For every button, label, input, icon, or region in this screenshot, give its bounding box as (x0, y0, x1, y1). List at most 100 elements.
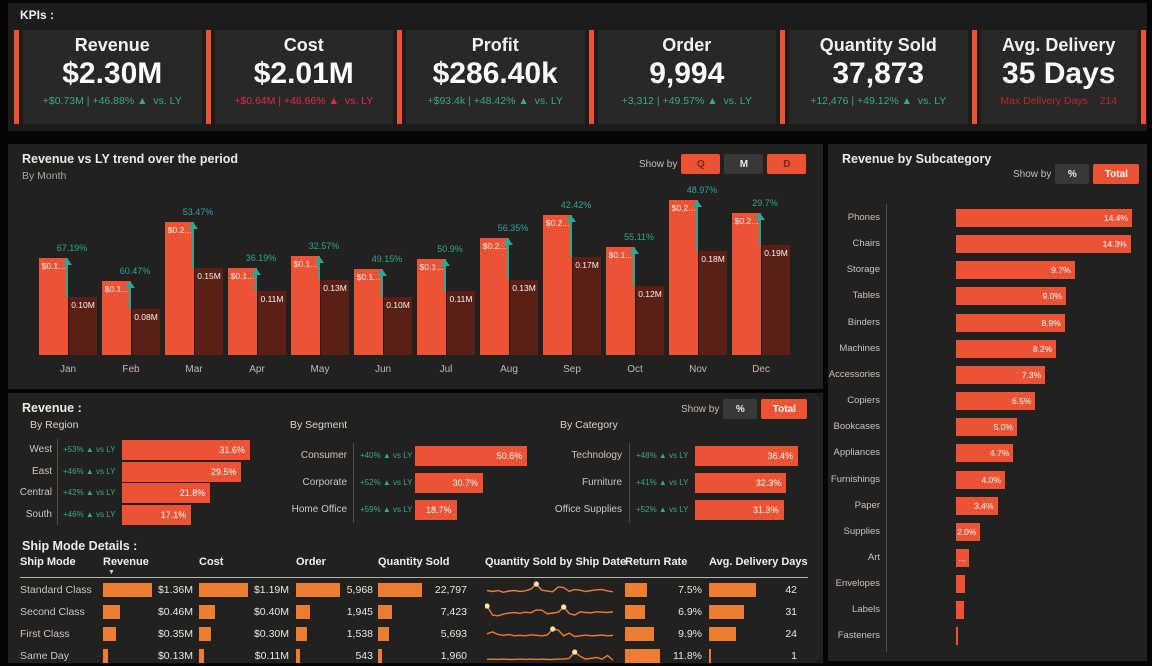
table-header-return-rate[interactable]: Return Rate (625, 556, 688, 568)
revenue-bar[interactable]: $0.1... (417, 259, 446, 355)
table-row[interactable]: First Class $0.35M $0.30M 1,538 5,693 9.9% 24 (8, 623, 823, 645)
revenue-ly-bar[interactable]: 0.18M (699, 251, 727, 355)
subcategory-bar[interactable]: 7.3% (956, 365, 1046, 384)
table-header-cost[interactable]: Cost (199, 556, 224, 568)
region-bar[interactable]: 29.5% (122, 461, 242, 482)
revenue-showby-pct-button[interactable]: % (723, 399, 758, 419)
subcategory-bar[interactable]: 8.2% (956, 339, 1057, 358)
revenue-ly-bar[interactable]: 0.08M (132, 309, 160, 355)
revenue-ly-bar[interactable]: 0.10M (69, 297, 97, 355)
month-axis-label: Oct (627, 364, 643, 375)
table-header-revenue[interactable]: Revenue (103, 556, 149, 568)
table-row[interactable]: Same Day $0.13M $0.11M 543 1,960 11.8% 1 (8, 645, 823, 666)
qty-by-shipdate-sparkline[interactable] (485, 624, 615, 644)
subcategory-bar[interactable]: 14.4% (956, 209, 1132, 227)
trend-showby-q-button[interactable]: Q (681, 154, 721, 174)
table-header-avg-delivery-days[interactable]: Avg. Delivery Days (709, 556, 808, 568)
subcategory-bar[interactable]: 6.5% (956, 392, 1036, 411)
subcategory-bar[interactable]: 14.3% (956, 235, 1131, 254)
subcategory-bar[interactable]: 9.7% (956, 261, 1075, 280)
revenue-bar[interactable]: $0.1... (228, 268, 257, 355)
revenue-ly-bar[interactable]: 0.11M (447, 291, 475, 355)
subcategory-bar[interactable]: 9.0% (956, 287, 1066, 306)
subcategory-label: Labels (852, 604, 880, 616)
month-axis-label: Dec (752, 364, 770, 375)
revenue-ly-bar[interactable]: 0.19M (762, 245, 790, 355)
subcategory-bar[interactable]: 4.0% (956, 470, 1005, 489)
table-header-ship-mode[interactable]: Ship Mode (20, 556, 76, 568)
region-vs-ly: +42% ▲ vs LY (63, 488, 116, 497)
region-bar[interactable]: 21.8% (122, 483, 211, 503)
category-bar[interactable]: 32.3% (695, 473, 787, 493)
segment-bar-value: 30.7% (452, 478, 479, 488)
subcategory-bar[interactable]: 5.0% (956, 418, 1018, 437)
revenue-ly-bar[interactable]: 0.11M (258, 291, 286, 355)
segment-bar[interactable]: 30.7% (415, 473, 484, 493)
revenue-showby-total-button[interactable]: Total (761, 399, 808, 419)
region-bar[interactable]: 31.6% (122, 440, 250, 460)
revenue-bar[interactable]: $0.1... (354, 269, 383, 355)
revenue-ly-bar[interactable]: 0.10M (384, 297, 412, 355)
revenue-ly-bar[interactable]: 0.13M (510, 280, 538, 355)
subcategory-bar[interactable]: 3.4% (956, 496, 998, 515)
table-header-quantity-sold[interactable]: Quantity Sold (378, 556, 450, 568)
subcategory-showby-total-button[interactable]: Total (1093, 164, 1140, 184)
segment-bar[interactable]: 50.6% (415, 446, 528, 466)
subcategory-showby-label: Show by (1013, 168, 1052, 180)
trend-showby-m-button[interactable]: M (724, 154, 764, 174)
subcategory-bar[interactable]: 2.0% (956, 522, 981, 541)
trend-showby-d-button[interactable]: D (767, 154, 807, 174)
revenue-bar[interactable]: $0.2... (480, 238, 509, 355)
qty-by-shipdate-sparkline[interactable] (485, 580, 615, 600)
revenue-bar[interactable]: $0.2... (732, 213, 761, 355)
region-label: West (29, 444, 52, 455)
kpi-accent-bar (397, 30, 402, 124)
subcategory-row: Supplies 2.0% (828, 519, 1147, 545)
order-cell-value: 543 (355, 650, 373, 662)
region-label: South (25, 508, 52, 520)
revenue-showby: Show by % Total (681, 399, 808, 419)
table-row[interactable]: Standard Class $1.36M $1.19M 5,968 22,797 7.5… (8, 579, 823, 601)
revenue-ly-bar-label: 0.19M (764, 248, 788, 258)
subcategory-bar[interactable]: 8.9% (956, 313, 1065, 332)
kpi-card-value: $2.01M (253, 57, 354, 90)
growth-arrow-head-icon (440, 259, 450, 266)
subcategory-bar[interactable] (956, 627, 958, 646)
table-header-quantity-sold-by-ship-date[interactable]: Quantity Sold by Ship Date (485, 556, 627, 568)
subcategory-title: Revenue by Subcategory (842, 152, 992, 166)
segment-vs-ly: +40% ▲ vs LY (360, 451, 413, 460)
region-vs-ly: +53% ▲ vs LY (63, 445, 116, 454)
segment-bar[interactable]: 18.7% (415, 500, 457, 520)
revenue-ly-bar[interactable]: 0.12M (636, 286, 664, 355)
revenue-ly-bar[interactable]: 0.17M (573, 257, 601, 355)
revenue-bar[interactable]: $0.1... (291, 256, 320, 355)
subcategory-label: Paper (854, 499, 880, 511)
revenue-bar[interactable]: $0.2... (543, 215, 572, 355)
subcategory-row: Fasteners (828, 623, 1147, 649)
subcategory-bar[interactable]: ... (956, 548, 970, 567)
subcategory-bar[interactable] (956, 575, 966, 594)
subcategory-showby-pct-button[interactable]: % (1055, 164, 1090, 184)
revenue-bar[interactable]: $0.1... (102, 281, 131, 355)
revenue-ly-bar[interactable]: 0.15M (195, 268, 223, 355)
subcategory-bar[interactable]: 4.7% (956, 444, 1014, 463)
revenue-ly-bar[interactable]: 0.13M (321, 280, 349, 355)
revenue-bar[interactable]: $0.2... (165, 222, 194, 355)
qty-cell-bar (378, 627, 389, 641)
qty-cell-bar (378, 583, 422, 597)
return_rate-cell-value: 6.9% (678, 606, 702, 618)
table-row[interactable]: Second Class $0.46M $0.40M 1,945 7,423 6.9% 31 (8, 601, 823, 623)
qty-by-shipdate-sparkline[interactable] (485, 602, 615, 622)
revenue-bar[interactable]: $0.2... (669, 200, 698, 355)
revenue-bar[interactable]: $0.1... (39, 258, 68, 355)
category-bar[interactable]: 36.4% (695, 446, 798, 466)
region-label: Central (19, 487, 52, 498)
category-bar[interactable]: 31.3% (695, 500, 784, 520)
qty-cell-bar (378, 605, 393, 619)
qty-by-shipdate-sparkline[interactable] (485, 646, 615, 666)
table-header-order[interactable]: Order (296, 556, 326, 568)
subcategory-bar[interactable] (956, 601, 964, 620)
revenue-cell-bar (103, 627, 116, 641)
revenue-bar[interactable]: $0.1... (606, 247, 635, 355)
region-bar[interactable]: 17.1% (122, 504, 192, 525)
